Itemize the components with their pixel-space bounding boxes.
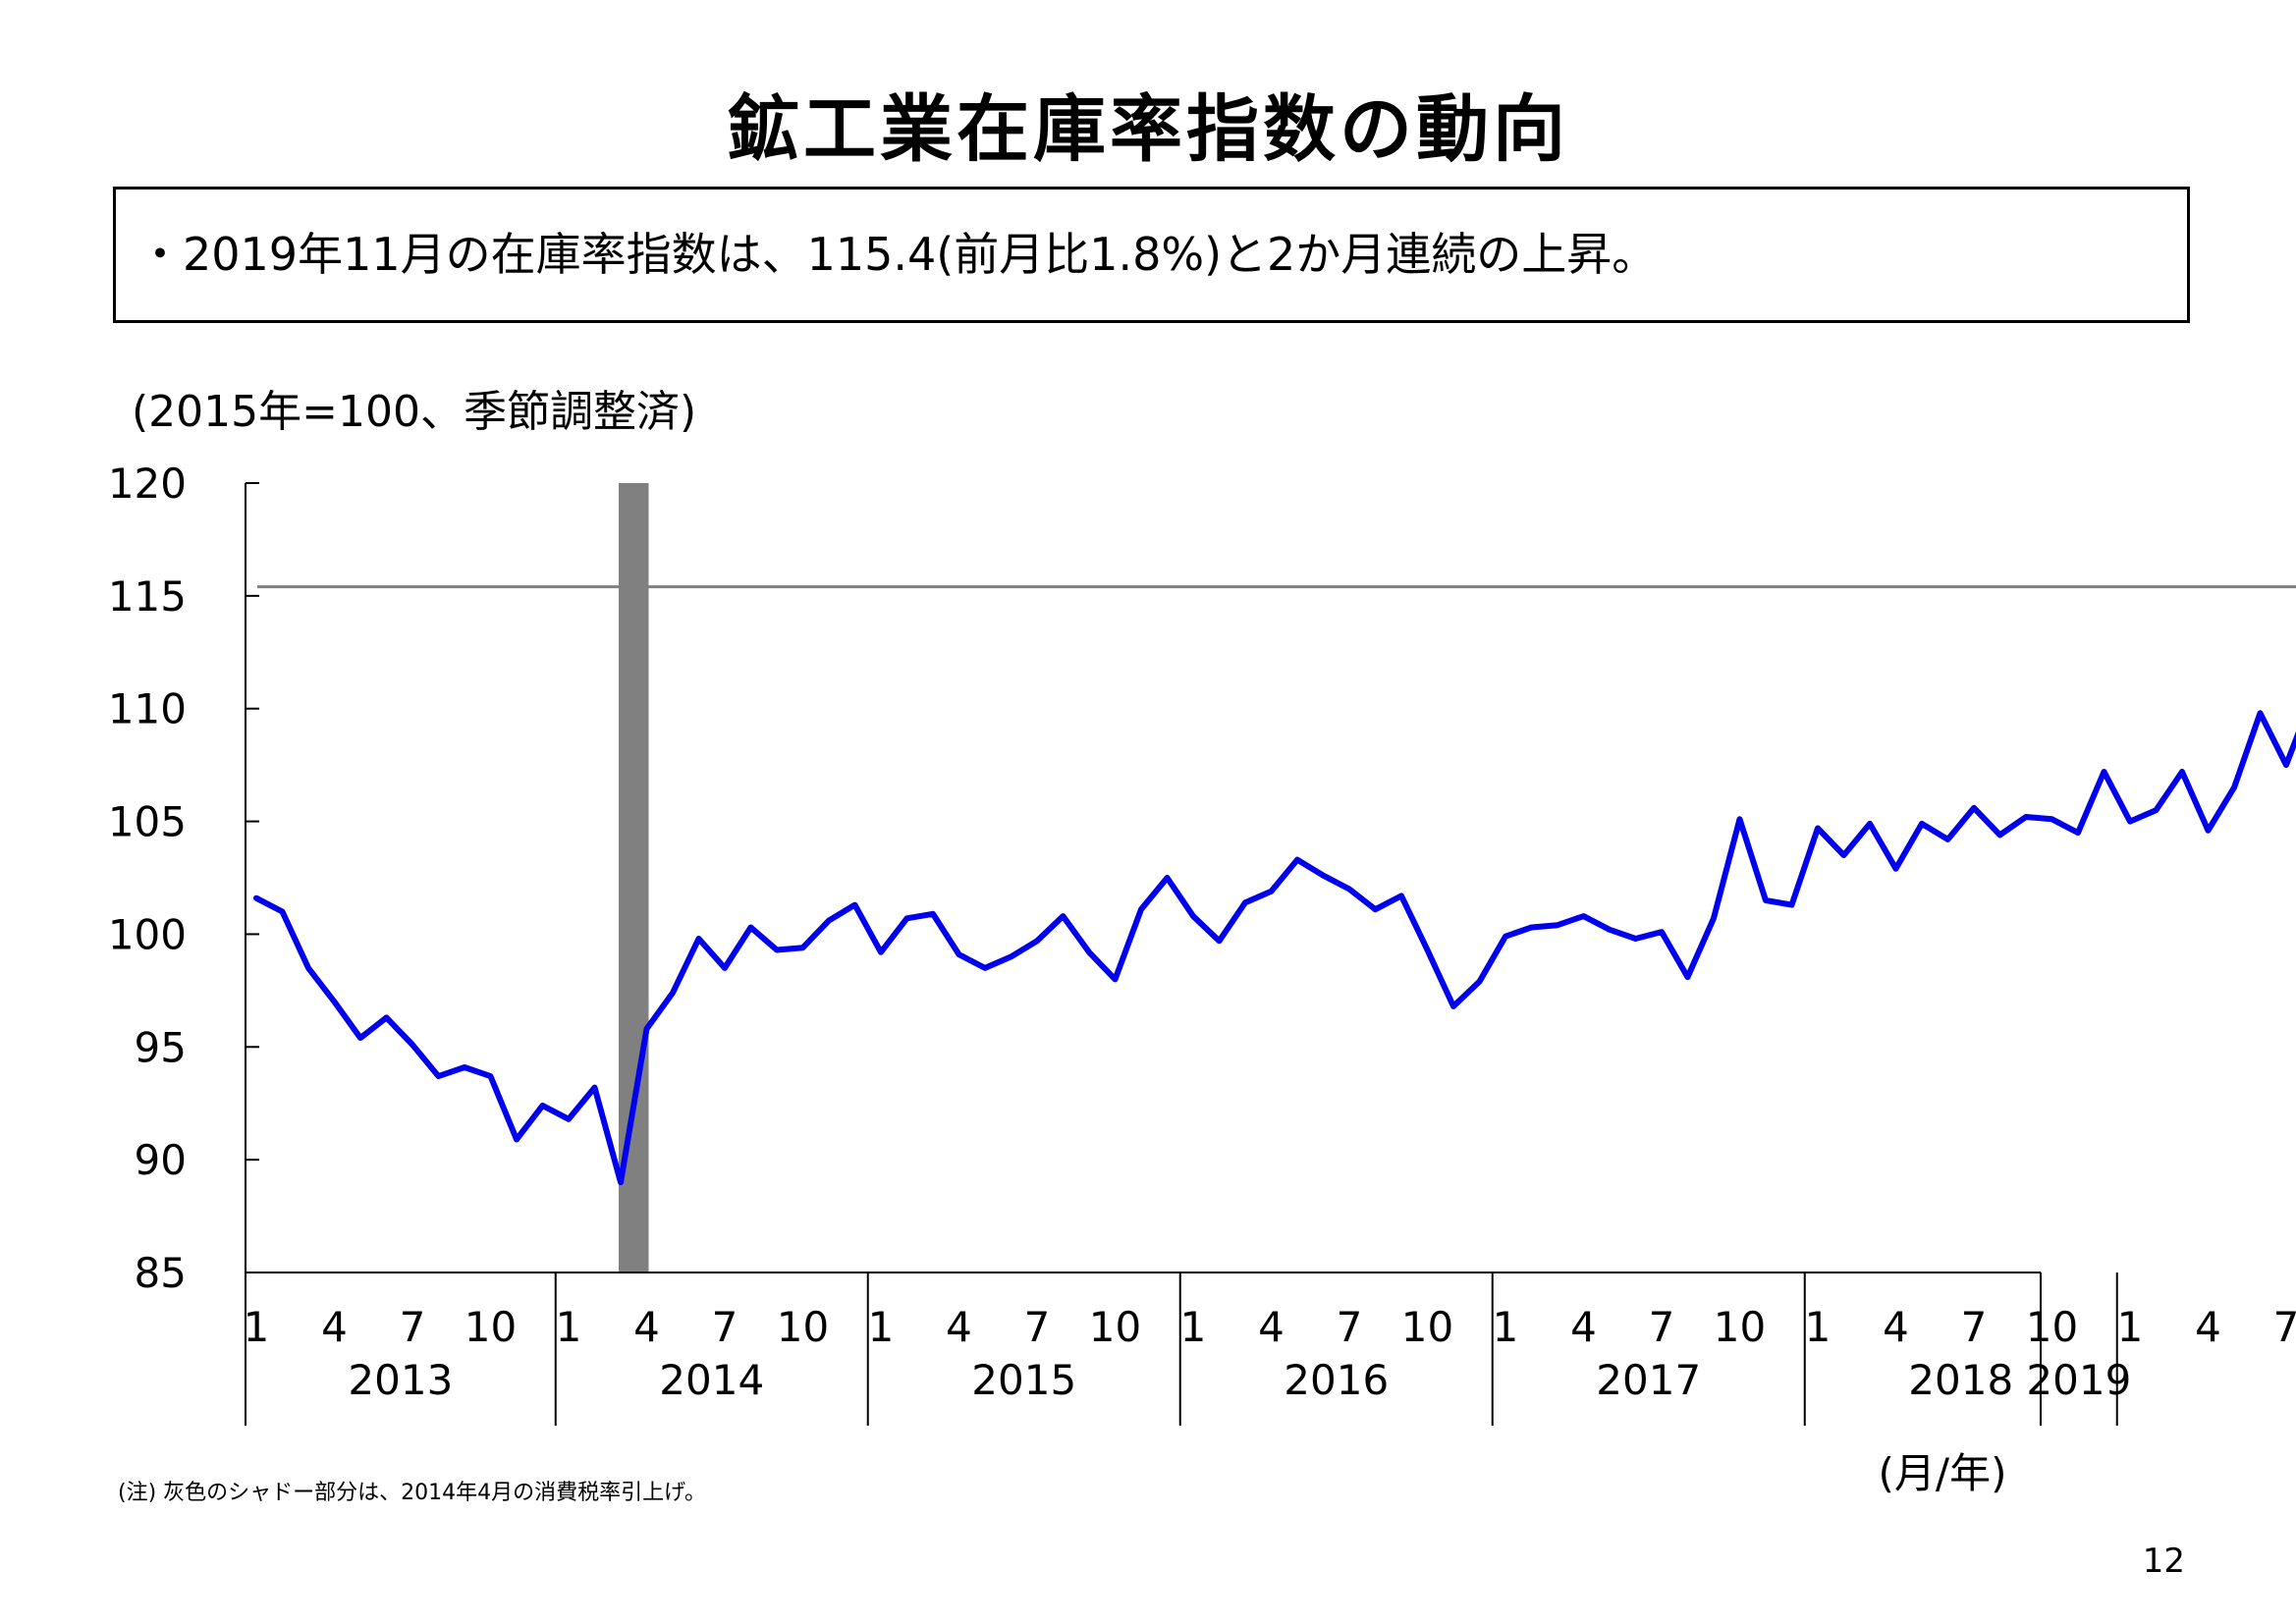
month-tick-label: 4	[1883, 1303, 1909, 1351]
y-tick-label: 95	[135, 1023, 187, 1071]
month-tick-label: 10	[465, 1303, 517, 1351]
month-tick-label: 7	[2273, 1303, 2296, 1351]
month-tick-label: 4	[1570, 1303, 1597, 1351]
month-tick-label: 7	[1649, 1303, 1675, 1351]
y-tick-label: 110	[108, 685, 187, 733]
x-axis-unit-label: (月/年)	[1879, 1449, 2007, 1497]
month-tick-label: 7	[400, 1303, 426, 1351]
footnote: (注) 灰色のシャドー部分は、2014年4月の消費税率引上げ。	[118, 1481, 707, 1505]
month-tick-label: 1	[556, 1303, 582, 1351]
year-label: 2013	[348, 1356, 453, 1404]
month-tick-label: 4	[1258, 1303, 1285, 1351]
month-tick-label: 10	[1401, 1303, 1453, 1351]
y-tick-label: 105	[108, 798, 187, 846]
year-label: 2014	[659, 1356, 764, 1404]
month-tick-label: 10	[777, 1303, 829, 1351]
month-tick-label: 1	[868, 1303, 895, 1351]
page-title: 鉱工業在庫率指数の動向	[727, 87, 1569, 172]
series-line	[253, 710, 2296, 1186]
month-tick-label: 1	[1180, 1303, 1207, 1351]
summary-box: ・2019年11月の在庫率指数は、115.4(前月比1.8%)と2か月連続の上昇…	[113, 187, 2190, 323]
month-tick-label: 7	[1024, 1303, 1051, 1351]
year-label: 2016	[1284, 1356, 1389, 1404]
month-tick-label: 7	[712, 1303, 738, 1351]
month-tick-label: 10	[1089, 1303, 1141, 1351]
month-tick-label: 1	[244, 1303, 270, 1351]
month-tick-label: 1	[2117, 1303, 2144, 1351]
year-label: 2017	[1596, 1356, 1701, 1404]
month-tick-label: 7	[1961, 1303, 1988, 1351]
summary-text: ・2019年11月の在庫率指数は、115.4(前月比1.8%)と2か月連続の上昇…	[137, 228, 1658, 281]
y-tick-label: 115	[108, 572, 187, 621]
month-tick-label: 10	[1714, 1303, 1766, 1351]
y-tick-label: 120	[108, 460, 187, 508]
month-tick-label: 4	[321, 1303, 348, 1351]
month-tick-label: 7	[1337, 1303, 1363, 1351]
month-tick-label: 10	[2026, 1303, 2078, 1351]
year-label: 2018	[1908, 1356, 2013, 1404]
y-tick-label: 85	[135, 1249, 187, 1297]
month-tick-label: 1	[1805, 1303, 1831, 1351]
month-tick-label: 1	[1493, 1303, 1519, 1351]
month-tick-label: 4	[2195, 1303, 2221, 1351]
month-tick-label: 4	[946, 1303, 972, 1351]
year-label: 2019	[2026, 1356, 2131, 1404]
y-tick-label: 90	[135, 1136, 187, 1184]
page-number: 12	[2142, 1542, 2185, 1581]
y-tick-label: 100	[108, 910, 187, 958]
month-tick-label: 4	[633, 1303, 660, 1351]
year-label: 2015	[971, 1356, 1076, 1404]
shaded-period	[619, 483, 649, 1272]
unit-label: (2015年=100、季節調整済)	[132, 387, 697, 437]
